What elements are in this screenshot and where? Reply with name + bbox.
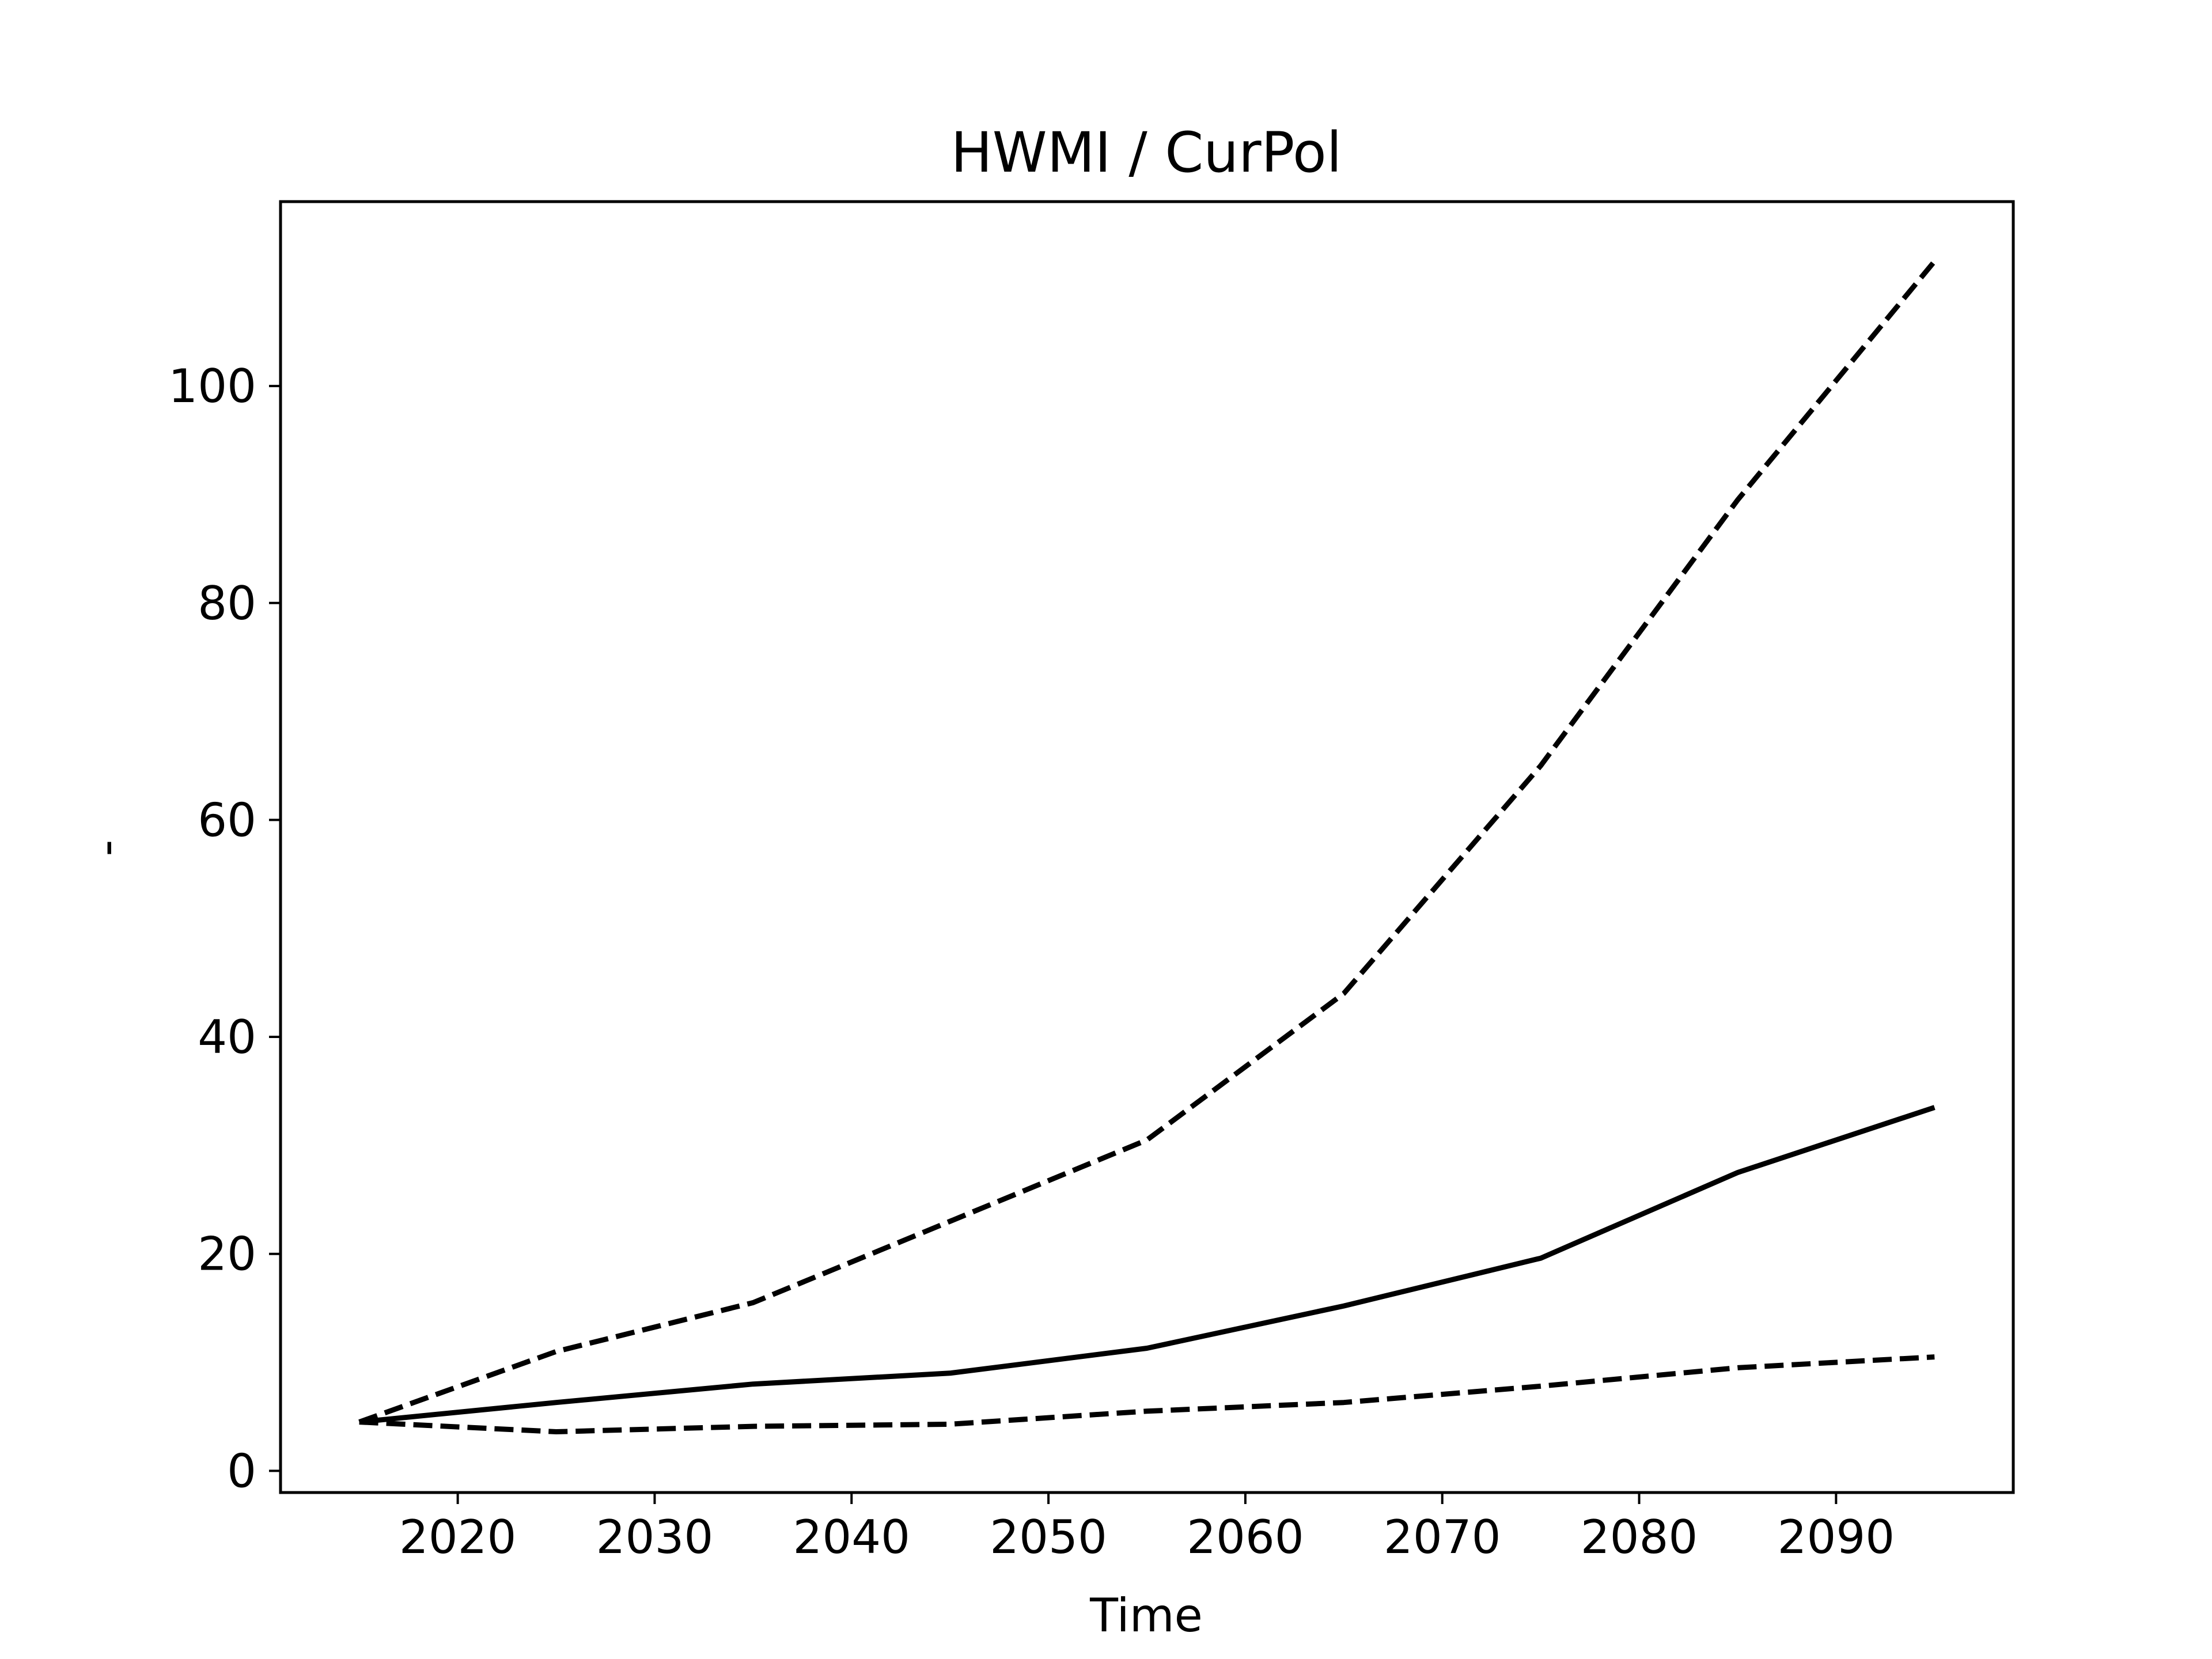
x-tick-label: 2040 [793, 1510, 910, 1564]
x-axis-label: Time [1089, 1589, 1203, 1642]
y-axis-ticks: 0 20 40 60 80 100 [168, 359, 281, 1498]
y-axis-label: - [79, 840, 133, 857]
x-tick-label: 2050 [990, 1510, 1107, 1564]
series-layer [358, 259, 1937, 1434]
series-median-solid-line [359, 1105, 1936, 1425]
x-tick-label: 2020 [399, 1510, 517, 1564]
y-tick-label: 0 [227, 1444, 256, 1498]
x-tick-label: 2070 [1384, 1510, 1501, 1564]
y-tick-label: 20 [198, 1228, 256, 1281]
y-tick-label: 80 [198, 577, 256, 630]
y-tick-label: 40 [198, 1010, 256, 1064]
y-tick-label: 60 [198, 793, 256, 847]
y-tick-label: 100 [168, 359, 256, 413]
plot-frame [279, 200, 2015, 1494]
x-tick-label: 2060 [1187, 1510, 1304, 1564]
x-axis-ticks: 2020 2030 2040 2050 2060 2070 2080 2090 [399, 1493, 1895, 1564]
x-tick-label: 2090 [1778, 1510, 1895, 1564]
x-tick-label: 2080 [1581, 1510, 1698, 1564]
x-tick-label: 2030 [596, 1510, 714, 1564]
series-lower-dashed-line [359, 1354, 1935, 1434]
chart-title: HWMI / CurPol [951, 120, 1342, 185]
series-upper-dashed-line [358, 259, 1937, 1425]
